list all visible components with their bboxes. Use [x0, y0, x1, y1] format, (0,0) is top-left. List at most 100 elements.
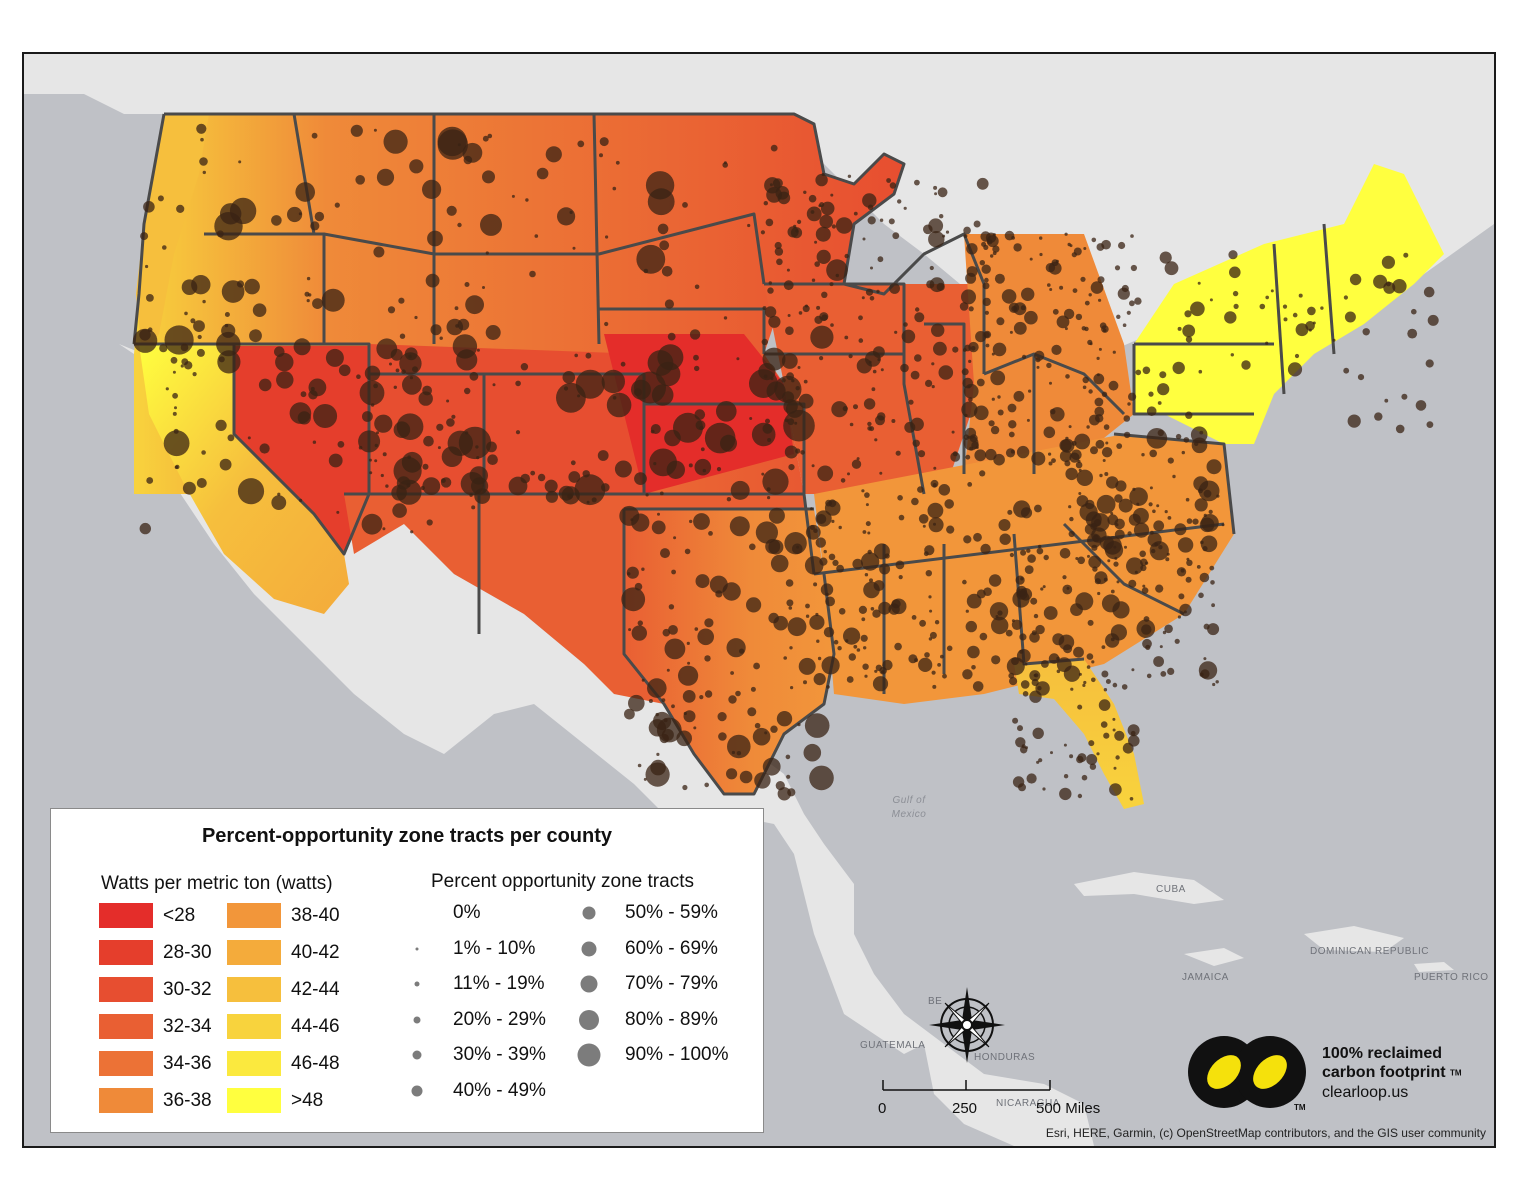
county-dot [396, 479, 422, 505]
county-dot [1103, 688, 1108, 692]
scale-label-250: 250 [952, 1100, 978, 1117]
county-dot [1081, 774, 1088, 781]
county-dot [1029, 632, 1040, 643]
county-dot [781, 378, 786, 383]
county-dot [334, 202, 340, 208]
county-dot [271, 215, 282, 226]
county-dot [643, 777, 647, 781]
county-dot [1068, 425, 1072, 429]
county-dot [1134, 570, 1138, 574]
county-dot [480, 213, 502, 236]
county-dot [971, 441, 979, 450]
county-dot [694, 627, 699, 631]
county-dot [1018, 783, 1026, 792]
county-dot [777, 191, 791, 205]
map-canvas[interactable] [24, 54, 1494, 1146]
county-dot [457, 222, 462, 228]
county-dot [874, 669, 878, 673]
county-dot [802, 305, 810, 313]
county-dot [849, 422, 854, 427]
county-dot [765, 218, 774, 227]
county-dot [376, 431, 379, 435]
county-dot [831, 401, 848, 418]
county-dot [1149, 449, 1157, 458]
county-dot [937, 663, 941, 667]
county-dot [867, 426, 872, 431]
county-dot [856, 457, 860, 461]
county-dot [1049, 381, 1052, 385]
county-dot [439, 336, 443, 340]
county-dot [831, 519, 835, 523]
county-dot [1202, 546, 1208, 552]
county-dot [816, 305, 821, 310]
county-dot [1228, 250, 1238, 260]
map-frame[interactable]: Gulf of Mexico CUBA DOMINICAN REPUBLIC J… [22, 52, 1496, 1148]
county-dot [1034, 350, 1045, 361]
county-dot [631, 625, 647, 641]
county-dot [783, 280, 794, 291]
county-dot [1117, 287, 1130, 300]
county-dot [980, 543, 991, 555]
county-dot [1098, 699, 1111, 711]
county-dot [793, 224, 797, 228]
county-dot [992, 245, 1000, 253]
state-borders [132, 112, 1336, 796]
county-dot [1411, 308, 1417, 315]
county-dot [762, 757, 781, 776]
county-dot [814, 261, 820, 267]
county-dot [1107, 559, 1111, 563]
pct-symbol-label: 50% - 59% [625, 902, 718, 923]
county-dot [932, 684, 937, 689]
county-dot [196, 478, 207, 488]
county-dot [752, 727, 771, 746]
legend-title: Percent-opportunity zone tracts per coun… [201, 825, 613, 847]
county-dot [861, 296, 865, 300]
county-dot [614, 460, 632, 478]
county-dot [1287, 362, 1303, 377]
county-dot [1211, 603, 1215, 608]
county-dot [720, 434, 737, 452]
county-dot [1128, 392, 1137, 401]
county-dot [976, 378, 985, 387]
county-dot [1009, 677, 1018, 686]
county-dot [1124, 545, 1127, 549]
county-dot [709, 575, 728, 594]
county-dot [838, 608, 846, 615]
county-dot [1139, 550, 1146, 558]
county-dot [422, 477, 441, 495]
county-dot [1230, 353, 1235, 357]
county-dot [1191, 437, 1208, 454]
pct-symbol [581, 941, 597, 956]
county-dot [1143, 616, 1150, 622]
county-dot [1128, 579, 1137, 588]
county-dot [637, 620, 643, 626]
county-dot [1012, 717, 1019, 724]
county-dot [238, 160, 242, 164]
county-dot [1049, 408, 1056, 415]
county-dot [1013, 243, 1022, 252]
county-dot [919, 619, 926, 627]
county-dot [1110, 624, 1127, 641]
county-dot [1028, 389, 1032, 393]
county-dot [1114, 556, 1118, 560]
county-dot [682, 202, 688, 208]
county-dot [746, 597, 762, 613]
county-dot [1174, 638, 1180, 644]
county-dot [1156, 504, 1160, 508]
county-dot [656, 717, 682, 743]
county-dot [924, 652, 930, 658]
county-dot [314, 211, 325, 222]
county-dot [619, 505, 640, 526]
county-dot [1083, 680, 1087, 685]
county-dot [1207, 623, 1220, 636]
county-dot [1019, 633, 1027, 641]
county-dot [1089, 763, 1097, 770]
county-dot [876, 289, 880, 294]
county-dot [1109, 783, 1122, 796]
county-dot [201, 450, 206, 455]
county-dot [599, 137, 609, 147]
county-dot [1031, 678, 1039, 687]
county-dot [867, 421, 872, 427]
county-dot [922, 524, 926, 528]
county-dot [1056, 315, 1070, 329]
